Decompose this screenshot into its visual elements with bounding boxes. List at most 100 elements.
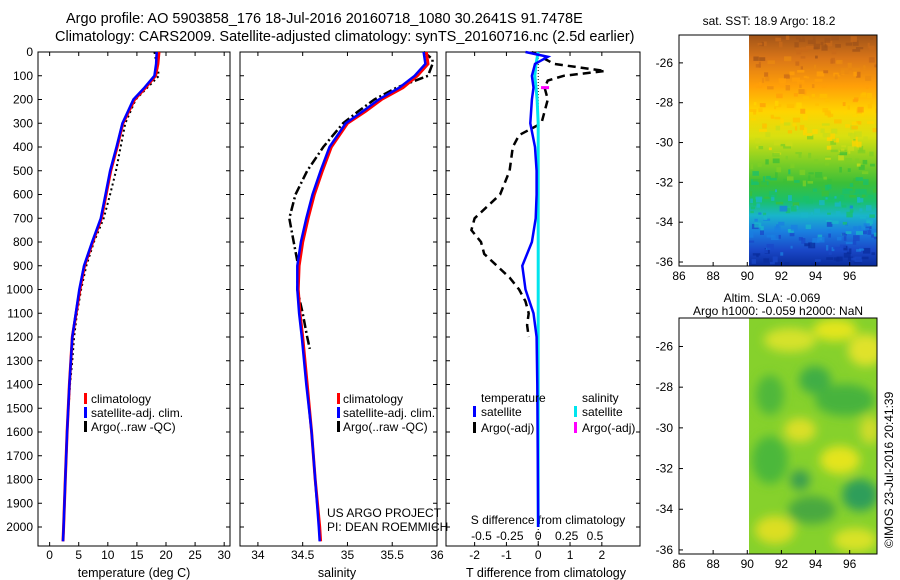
difference-s-tick-label: -0.25 <box>496 529 524 543</box>
temperature-tick-label: 0 <box>46 548 53 562</box>
legend-header-temperature: temperature <box>481 391 546 405</box>
sla-map-lat-tick-label: -36 <box>656 543 674 557</box>
sla-map-lat-tick-label: -34 <box>656 502 674 516</box>
difference-s-tick-label: 0.25 <box>555 529 579 543</box>
legend-label-satellite: satellite-adj. clim. <box>343 406 435 420</box>
depth-tick-label: 400 <box>13 140 33 154</box>
salinity-axis-label: salinity <box>318 566 357 580</box>
temperature-legend: climatology satellite-adj. clim. Argo(..… <box>84 392 183 434</box>
difference-t-tick-label: 2 <box>598 548 605 562</box>
sst-map-lat-tick-label: -32 <box>656 175 674 189</box>
depth-tick-label: 2000 <box>6 520 33 534</box>
sst-map-lon-tick-label: 96 <box>843 269 857 283</box>
depth-tick-label: 1800 <box>6 473 33 487</box>
sst-map-lon-tick-label: 88 <box>706 269 720 283</box>
legend-swatch-argo <box>84 421 87 432</box>
temperature-panel-frame <box>37 51 231 547</box>
difference-series-t-satellite <box>521 50 552 528</box>
figure-title-line1: Argo profile: AO 5903858_176 18-Jul-2016… <box>66 11 583 27</box>
sla-heatmap <box>749 318 877 554</box>
salinity-tick-label: 36 <box>430 548 444 562</box>
difference-t-tick-label: -2 <box>469 548 480 562</box>
sla-map-frame <box>678 317 878 555</box>
depth-tick-label: 1500 <box>6 401 33 415</box>
sla-map-lon-tick-label: 94 <box>809 557 823 571</box>
sst-map-frame <box>678 34 878 267</box>
depth-tick-label: 1000 <box>6 283 33 297</box>
difference-s-tick-label: 0.5 <box>587 529 604 543</box>
depth-tick-label: 0 <box>26 45 33 59</box>
legend-label-satellite: satellite-adj. clim. <box>91 406 183 420</box>
temperature-axis-label: temperature (deg C) <box>78 566 191 580</box>
salinity-legend: climatology satellite-adj. clim. Argo(..… <box>337 392 435 434</box>
depth-tick-label: 1100 <box>7 306 33 320</box>
sst-map-lat-tick-label: -30 <box>656 136 674 150</box>
sst-map-title: sat. SST: 18.9 Argo: 18.2 <box>703 14 836 28</box>
temperature-tick-label: 20 <box>159 548 173 562</box>
depth-tick-label: 900 <box>13 259 33 273</box>
temperature-tick-label: 25 <box>188 548 202 562</box>
depth-tick-label: 1600 <box>6 425 33 439</box>
legend-label-t-satellite: satellite <box>481 405 522 419</box>
temperature-tick-label: 5 <box>75 548 82 562</box>
depth-tick-label: 700 <box>13 211 33 225</box>
sst-map-lat-tick-label: -34 <box>656 215 674 229</box>
legend-swatch-t-satellite <box>473 406 476 417</box>
sst-map-lon-tick-label: 90 <box>741 269 755 283</box>
legend-header-salinity: salinity <box>582 391 619 405</box>
difference-panel-frame <box>445 51 641 547</box>
legend-swatch-climatology <box>84 393 87 404</box>
depth-tick-label: 1400 <box>6 378 33 392</box>
depth-tick-label: 1900 <box>6 496 33 510</box>
legend-swatch-s-argo <box>574 422 577 433</box>
legend-swatch-climatology <box>337 393 340 404</box>
depth-tick-label: 500 <box>13 164 33 178</box>
difference-s-axis-label: S difference from climatology <box>471 513 626 527</box>
sla-map-axes: 86 88 90 92 94 96 -36 -34 -32 -30 -28 -26 <box>656 339 857 571</box>
sla-map-lat-tick-label: -30 <box>656 421 674 435</box>
salinity-tick-label: 34.5 <box>291 548 315 562</box>
depth-tick-label: 800 <box>13 235 33 249</box>
salinity-tick-label: 35.5 <box>381 548 405 562</box>
sla-map-lon-tick-label: 96 <box>843 557 857 571</box>
depth-tick-label: 1700 <box>6 449 33 463</box>
project-annotation: US ARGO PROJECT <box>327 506 442 520</box>
sst-map-lat-tick-label: -36 <box>656 255 674 269</box>
difference-t-axis-label: T difference from climatology <box>466 566 627 580</box>
temperature-x-axis: 0 5 10 15 20 25 30 <box>46 52 231 562</box>
legend-label-climatology: climatology <box>343 392 403 406</box>
sla-map-subtitle: Argo h1000: -0.059 h2000: NaN <box>693 304 863 318</box>
depth-tick-label: 1200 <box>6 330 33 344</box>
sst-map-lon-tick-label: 86 <box>672 269 686 283</box>
depth-tick-label: 1300 <box>6 354 33 368</box>
salinity-tick-label: 34 <box>251 548 265 562</box>
sla-map-lon-tick-label: 92 <box>775 557 789 571</box>
difference-t-tick-label: 0 <box>535 548 542 562</box>
legend-label-s-satellite: satellite <box>582 405 623 419</box>
legend-label-climatology: climatology <box>91 392 151 406</box>
sla-map-lat-tick-label: -28 <box>656 380 674 394</box>
legend-swatch-satellite <box>337 407 340 418</box>
pi-annotation: PI: DEAN ROEMMICH <box>327 520 448 534</box>
sla-map-lon-tick-label: 86 <box>672 557 686 571</box>
legend-label-s-argo: Argo(-adj) <box>582 421 635 435</box>
legend-label-argo: Argo(..raw -QC) <box>343 420 428 434</box>
salinity-series-climatology <box>296 51 430 542</box>
difference-t-tick-label: 1 <box>567 548 574 562</box>
temperature-tick-label: 30 <box>218 548 232 562</box>
legend-swatch-s-satellite <box>574 406 577 417</box>
temperature-series-argo <box>62 51 161 528</box>
sst-map-lat-tick-label: -28 <box>656 96 674 110</box>
legend-swatch-argo <box>337 421 340 432</box>
sst-map-axes: 86 88 90 92 94 96 -36 -34 -32 -30 -28 -26 <box>656 56 857 283</box>
sst-map-lon-tick-label: 94 <box>809 269 823 283</box>
temperature-series-satellite <box>61 51 158 542</box>
legend-swatch-satellite <box>84 407 87 418</box>
salinity-series-satellite <box>296 51 427 542</box>
depth-tick-label: 600 <box>13 188 33 202</box>
salinity-panel-frame <box>239 51 438 547</box>
depth-axis: 0 100 200 300 400 500 600 700 800 900 1000 1100 1200… <box>6 45 640 534</box>
legend-swatch-t-argo <box>473 422 476 433</box>
difference-t-tick-label: -1 <box>501 548 512 562</box>
